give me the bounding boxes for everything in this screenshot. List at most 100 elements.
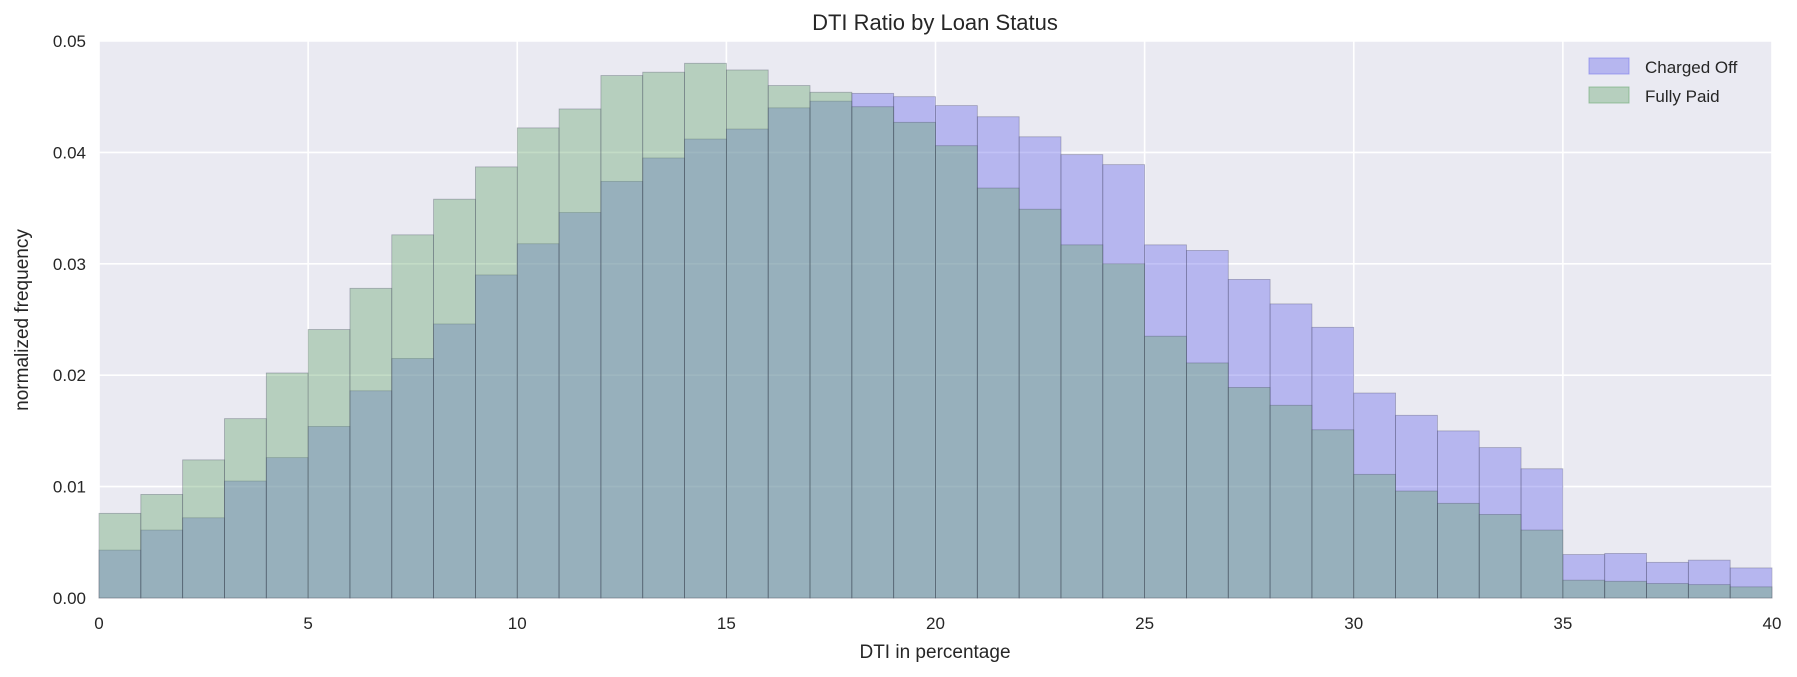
bar-fully-paid [1520,529,1564,599]
x-tick-labels: 0 5 10 15 20 25 30 35 40 [94,614,1781,633]
bar-fully-paid [684,62,727,599]
x-tick-label: 5 [303,614,312,633]
bar-charged-off [516,243,560,599]
x-tick-label: 10 [508,614,527,633]
bar-fully-paid [767,85,811,599]
bar-fully-paid [935,145,978,599]
bar-fully-paid [1186,362,1229,599]
bar-fully-paid [349,287,393,599]
bar-fully-paid [851,106,895,599]
bar-charged-off [600,180,644,599]
bar-fully-paid [475,166,518,599]
bar-charged-off [1604,553,1647,599]
y-tick-label: 0.02 [53,366,86,385]
bar-charged-off [224,480,267,599]
bar-fully-paid [516,127,560,599]
bar-charged-off [433,323,476,599]
bar-fully-paid [976,187,1020,599]
bar-charged-off [642,157,685,599]
bar-charged-off [893,96,936,599]
y-tick-label: 0.05 [53,32,86,51]
y-axis-label: normalized frequency [12,229,33,411]
bar-charged-off [1102,164,1146,599]
x-axis-label: DTI in percentage [859,642,1010,663]
bar-charged-off [1018,136,1062,599]
bar-charged-off [976,116,1020,599]
bar-fully-paid [1269,404,1313,599]
bar-charged-off [1353,392,1396,599]
bar-fully-paid [1311,429,1355,599]
bar-charged-off [182,517,225,599]
bar-charged-off [98,549,142,599]
bar-charged-off [935,105,978,599]
bar-charged-off [307,426,351,599]
legend-label-fully-paid: Fully Paid [1645,87,1720,106]
bar-fully-paid [1646,583,1689,599]
bar-charged-off [265,457,309,599]
bar-fully-paid [265,372,309,599]
y-tick-labels: 0.00 0.01 0.02 0.03 0.04 0.05 [53,32,86,608]
bar-charged-off [684,138,727,599]
legend-swatch-fully-paid [1588,86,1630,104]
bar-fully-paid [98,512,142,599]
bar-charged-off [851,92,895,599]
bar-charged-off [1227,278,1271,599]
bar-charged-off [475,274,518,599]
bar-charged-off [1144,244,1187,599]
bar-fully-paid [642,71,685,599]
bar-fully-paid [1395,490,1438,599]
bar-charged-off [1520,468,1564,599]
grid-lines [98,40,1773,599]
bar-fully-paid [558,108,602,599]
bar-fully-paid [224,418,267,599]
bar-charged-off [1186,250,1229,599]
bar-charged-off [349,390,393,599]
legend-swatch-charged-off [1588,57,1630,75]
bar-charged-off [1687,559,1731,599]
bar-fully-paid [140,493,184,599]
bar-fully-paid [1604,580,1647,599]
bar-fully-paid [1018,208,1062,599]
bar-charged-off [1060,154,1104,599]
bar-charged-off [725,128,769,599]
legend-label-charged-off: Charged Off [1645,58,1738,77]
x-tick-label: 40 [1763,614,1782,633]
bar-fully-paid [809,91,853,599]
bar-fully-paid [725,69,769,599]
bar-charged-off [1437,430,1480,599]
bar-charged-off [1269,303,1313,599]
y-tick-label: 0.04 [53,143,86,162]
bar-fully-paid [1478,514,1522,599]
bar-fully-paid [893,121,936,599]
charged-off-bars [98,92,1773,599]
bar-charged-off [391,358,434,599]
x-tick-label: 20 [926,614,945,633]
x-tick-label: 15 [717,614,736,633]
bar-fully-paid [1687,584,1731,599]
bar-charged-off [1395,414,1438,599]
bar-fully-paid [1060,244,1104,599]
bar-fully-paid [1353,473,1396,599]
bar-charged-off [1311,326,1355,599]
bar-charged-off [140,529,184,599]
bar-fully-paid [182,459,225,599]
bar-fully-paid [1227,387,1271,599]
bar-charged-off [1729,567,1773,599]
bar-charged-off [558,212,602,599]
bar-fully-paid [600,75,644,599]
fully-paid-bars [98,62,1773,599]
bar-fully-paid [391,234,434,599]
bar-fully-paid [1102,263,1146,599]
x-tick-label: 0 [94,614,103,633]
bar-fully-paid [1437,502,1480,599]
x-tick-label: 35 [1553,614,1572,633]
bar-charged-off [767,107,811,599]
bar-charged-off [1562,554,1606,599]
y-tick-label: 0.01 [53,478,86,497]
bar-fully-paid [1144,335,1187,599]
x-tick-label: 30 [1344,614,1363,633]
bar-charged-off [809,100,853,599]
bar-fully-paid [1562,579,1606,599]
y-tick-label: 0.00 [53,589,86,608]
